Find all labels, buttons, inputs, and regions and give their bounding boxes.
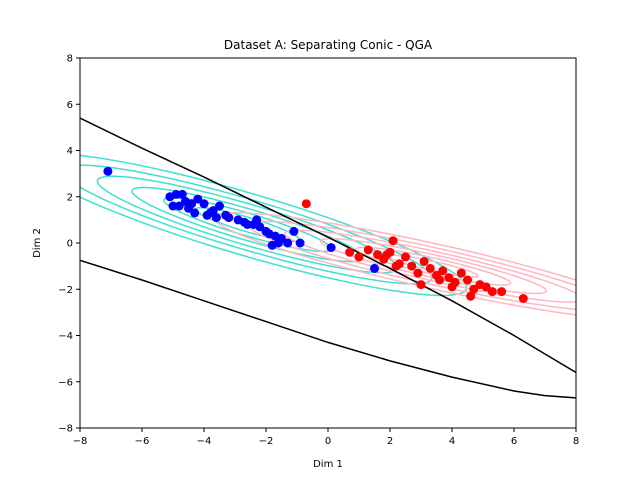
x-tick-label: 4	[449, 436, 455, 447]
contour-A	[80, 154, 468, 297]
data-point	[289, 226, 299, 236]
data-point	[171, 189, 181, 199]
data-point	[497, 287, 507, 297]
data-point	[301, 199, 311, 209]
data-point	[215, 201, 224, 211]
data-point	[391, 261, 401, 271]
x-tick-label: 0	[325, 436, 331, 447]
y-tick-label: −2	[58, 285, 73, 296]
data-point	[283, 238, 293, 248]
data-point	[187, 199, 197, 209]
data-point	[425, 263, 435, 273]
data-point	[354, 252, 364, 262]
data-point	[252, 215, 262, 225]
y-tick-label: −6	[58, 377, 73, 388]
data-point	[199, 199, 209, 209]
y-tick-label: 0	[67, 239, 73, 250]
x-tick-label: −8	[73, 436, 88, 447]
contour-A	[80, 164, 433, 285]
x-tick-label: −6	[135, 436, 150, 447]
boundary-line	[80, 117, 576, 374]
data-point	[413, 268, 423, 278]
x-tick-label: 2	[387, 436, 393, 447]
y-axis-label: Dim 2	[32, 228, 43, 258]
x-tick-label: −2	[259, 436, 274, 447]
y-tick-label: 4	[67, 146, 73, 157]
y-tick-label: −8	[58, 424, 73, 435]
data-point	[295, 238, 305, 248]
data-point	[407, 261, 417, 271]
boundary-layer	[80, 117, 576, 399]
data-point	[382, 250, 392, 260]
data-point	[205, 208, 215, 218]
x-tick-label: 6	[511, 436, 517, 447]
data-point	[211, 213, 221, 223]
data-point	[447, 282, 457, 292]
data-point	[466, 291, 476, 301]
contour-A	[96, 175, 399, 274]
data-point	[177, 189, 187, 199]
data-point	[481, 282, 491, 292]
data-point	[370, 263, 379, 273]
data-point	[255, 222, 265, 232]
x-axis-label: Dim 1	[313, 459, 343, 470]
data-point	[401, 252, 410, 262]
data-point	[435, 275, 445, 285]
chart-title: Dataset A: Separating Conic - QGA	[224, 38, 433, 52]
y-tick-label: 2	[67, 192, 73, 203]
data-point	[190, 208, 200, 218]
boundary-line	[80, 259, 576, 399]
y-tick-label: −4	[58, 331, 73, 342]
data-point	[388, 236, 398, 246]
data-point	[463, 275, 472, 285]
data-point	[469, 284, 479, 294]
data-point	[345, 247, 355, 257]
x-tick-label: 8	[573, 436, 579, 447]
data-point	[168, 201, 178, 211]
data-point	[416, 280, 426, 290]
data-point	[438, 266, 448, 276]
data-point	[193, 194, 203, 204]
y-tick-label: 6	[67, 100, 73, 111]
data-point	[174, 201, 184, 211]
data-point	[518, 294, 528, 303]
data-point	[419, 257, 429, 266]
data-point	[487, 287, 497, 297]
data-point	[326, 243, 336, 253]
data-point	[103, 166, 113, 176]
data-point	[242, 220, 252, 229]
data-point	[444, 273, 454, 283]
data-point	[224, 213, 234, 223]
y-tick-label: 8	[67, 54, 73, 65]
x-tick-label: −4	[197, 436, 212, 447]
data-point	[373, 250, 383, 260]
data-point	[273, 238, 283, 248]
data-point	[363, 245, 373, 255]
data-point	[456, 268, 466, 278]
tick-layer: −8 −6 −4 −2 0 2 4 6 8 −8 −6 −4 −2 0 2 4 6 8	[58, 54, 579, 448]
point-layer	[103, 166, 528, 303]
